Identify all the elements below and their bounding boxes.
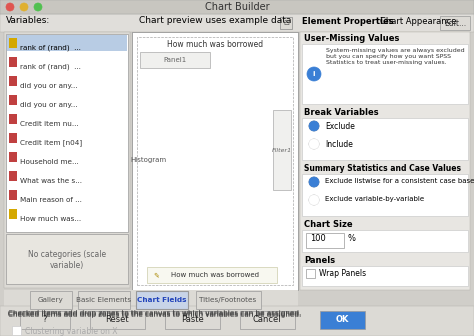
Text: How much was borrowed: How much was borrowed bbox=[171, 272, 259, 278]
Text: did you or any...: did you or any... bbox=[20, 83, 78, 89]
Text: Panel1: Panel1 bbox=[164, 57, 187, 63]
Text: Reset: Reset bbox=[105, 316, 129, 325]
Bar bbox=[161, 204, 174, 265]
Text: How much was borrowed: How much was borrowed bbox=[167, 40, 263, 49]
Text: Credit item [n04]: Credit item [n04] bbox=[20, 140, 82, 146]
Text: ⊡: ⊡ bbox=[283, 20, 289, 26]
Text: Basic Elements: Basic Elements bbox=[76, 297, 132, 303]
Text: No categories (scale
variable): No categories (scale variable) bbox=[28, 250, 106, 270]
Text: Edit...: Edit... bbox=[444, 18, 466, 28]
Text: Paste: Paste bbox=[181, 316, 203, 325]
Text: Chart Size: Chart Size bbox=[304, 220, 353, 229]
Text: did you or any...: did you or any... bbox=[20, 102, 78, 108]
Text: Element Properties: Element Properties bbox=[302, 17, 393, 26]
Text: Wrap Panels: Wrap Panels bbox=[319, 269, 366, 278]
Text: Checked items add drop zones to the canvas to which variables can be assigned.: Checked items add drop zones to the canv… bbox=[8, 312, 301, 318]
Text: Chart Builder: Chart Builder bbox=[205, 2, 269, 12]
Text: Chart preview uses example data: Chart preview uses example data bbox=[139, 16, 291, 25]
Text: Clustering variable on X: Clustering variable on X bbox=[25, 327, 118, 336]
Text: Variables:: Variables: bbox=[6, 16, 50, 25]
Bar bbox=[208, 152, 220, 265]
Text: Cancel: Cancel bbox=[253, 316, 281, 325]
Text: ?: ? bbox=[43, 316, 47, 325]
Text: ✎: ✎ bbox=[153, 272, 159, 278]
Text: Chart Appearance: Chart Appearance bbox=[380, 17, 456, 26]
Text: Summary Statistics and Case Values: Summary Statistics and Case Values bbox=[304, 164, 461, 173]
Text: Exclude listwise for a consistent case base: Exclude listwise for a consistent case b… bbox=[325, 178, 474, 184]
Text: OK: OK bbox=[335, 316, 349, 325]
Text: Credit item nu...: Credit item nu... bbox=[20, 121, 79, 127]
Text: 100: 100 bbox=[310, 234, 326, 243]
Text: User-Missing Values: User-Missing Values bbox=[304, 34, 400, 43]
Text: Panels: Panels bbox=[304, 256, 335, 265]
Text: Filter1: Filter1 bbox=[272, 148, 292, 153]
Text: How much was...: How much was... bbox=[20, 216, 81, 222]
Bar bbox=[177, 168, 190, 265]
Text: Chart Fields: Chart Fields bbox=[137, 297, 187, 303]
Text: Break Variables: Break Variables bbox=[304, 108, 379, 117]
Text: Main reason of ...: Main reason of ... bbox=[20, 197, 82, 203]
Text: rank of (rand)  ...: rank of (rand) ... bbox=[20, 45, 81, 51]
Text: i: i bbox=[313, 71, 315, 77]
Text: Household me...: Household me... bbox=[20, 159, 79, 165]
Text: Checked items add drop zones to the canvas to which variables can be assigned.: Checked items add drop zones to the canv… bbox=[8, 311, 301, 317]
Bar bbox=[254, 165, 267, 265]
Text: Histogram: Histogram bbox=[130, 157, 166, 163]
Bar bbox=[223, 123, 236, 265]
Text: Titles/Footnotes: Titles/Footnotes bbox=[200, 297, 256, 303]
Text: Exclude: Exclude bbox=[325, 122, 355, 131]
Bar bbox=[192, 192, 205, 265]
Text: Exclude variable-by-variable: Exclude variable-by-variable bbox=[325, 196, 424, 202]
Text: What was the s...: What was the s... bbox=[20, 178, 82, 184]
Text: Checked items add drop zones to the canvas to which variables can be assigned.: Checked items add drop zones to the canv… bbox=[8, 310, 301, 316]
Text: System-missing values are always excluded
but you can specify how you want SPSS
: System-missing values are always exclude… bbox=[326, 48, 465, 65]
Text: rank of (rand)  ...: rank of (rand) ... bbox=[20, 64, 81, 70]
Text: Gallery: Gallery bbox=[38, 297, 64, 303]
Text: Include: Include bbox=[325, 140, 353, 149]
Bar bbox=[238, 123, 251, 265]
Text: %: % bbox=[348, 234, 356, 243]
